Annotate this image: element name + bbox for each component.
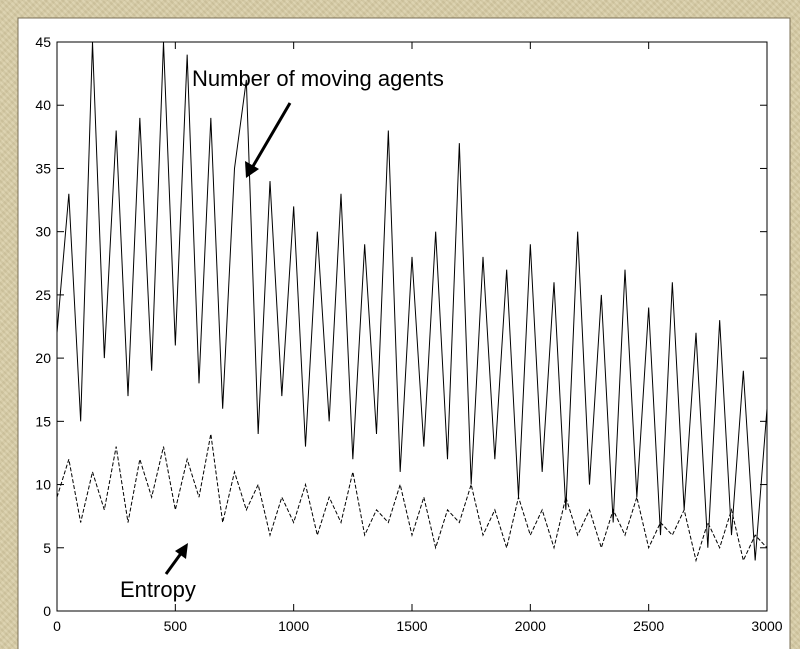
y-tick-label: 30 — [35, 224, 51, 240]
x-tick-label: 2500 — [633, 618, 664, 634]
x-tick-label: 0 — [53, 618, 61, 634]
annotation: Number of moving agents — [192, 66, 444, 91]
arrow — [250, 102, 292, 169]
panel — [17, 17, 791, 649]
arrow-head — [175, 543, 188, 559]
x-tick-label: 3000 — [751, 618, 782, 634]
y-tick-label: 15 — [35, 413, 51, 429]
y-tick-label: 0 — [43, 603, 51, 619]
x-tick-label: 500 — [164, 618, 188, 634]
y-tick-label: 20 — [35, 350, 51, 366]
y-tick-label: 45 — [35, 34, 51, 50]
series-line — [56, 433, 768, 563]
annotation: Entropy — [120, 577, 196, 602]
y-tick-label: 5 — [43, 540, 51, 556]
x-tick-label: 1000 — [278, 618, 309, 634]
arrow — [164, 551, 184, 575]
plot-area — [56, 41, 768, 563]
series-line — [56, 41, 768, 561]
y-tick-label: 10 — [35, 477, 51, 493]
x-tick-label: 2000 — [515, 618, 546, 634]
arrow-head — [245, 161, 259, 178]
y-tick-label: 25 — [35, 287, 51, 303]
y-tick-label: 40 — [35, 97, 51, 113]
y-tick-label: 35 — [35, 160, 51, 176]
x-tick-label: 1500 — [396, 618, 427, 634]
